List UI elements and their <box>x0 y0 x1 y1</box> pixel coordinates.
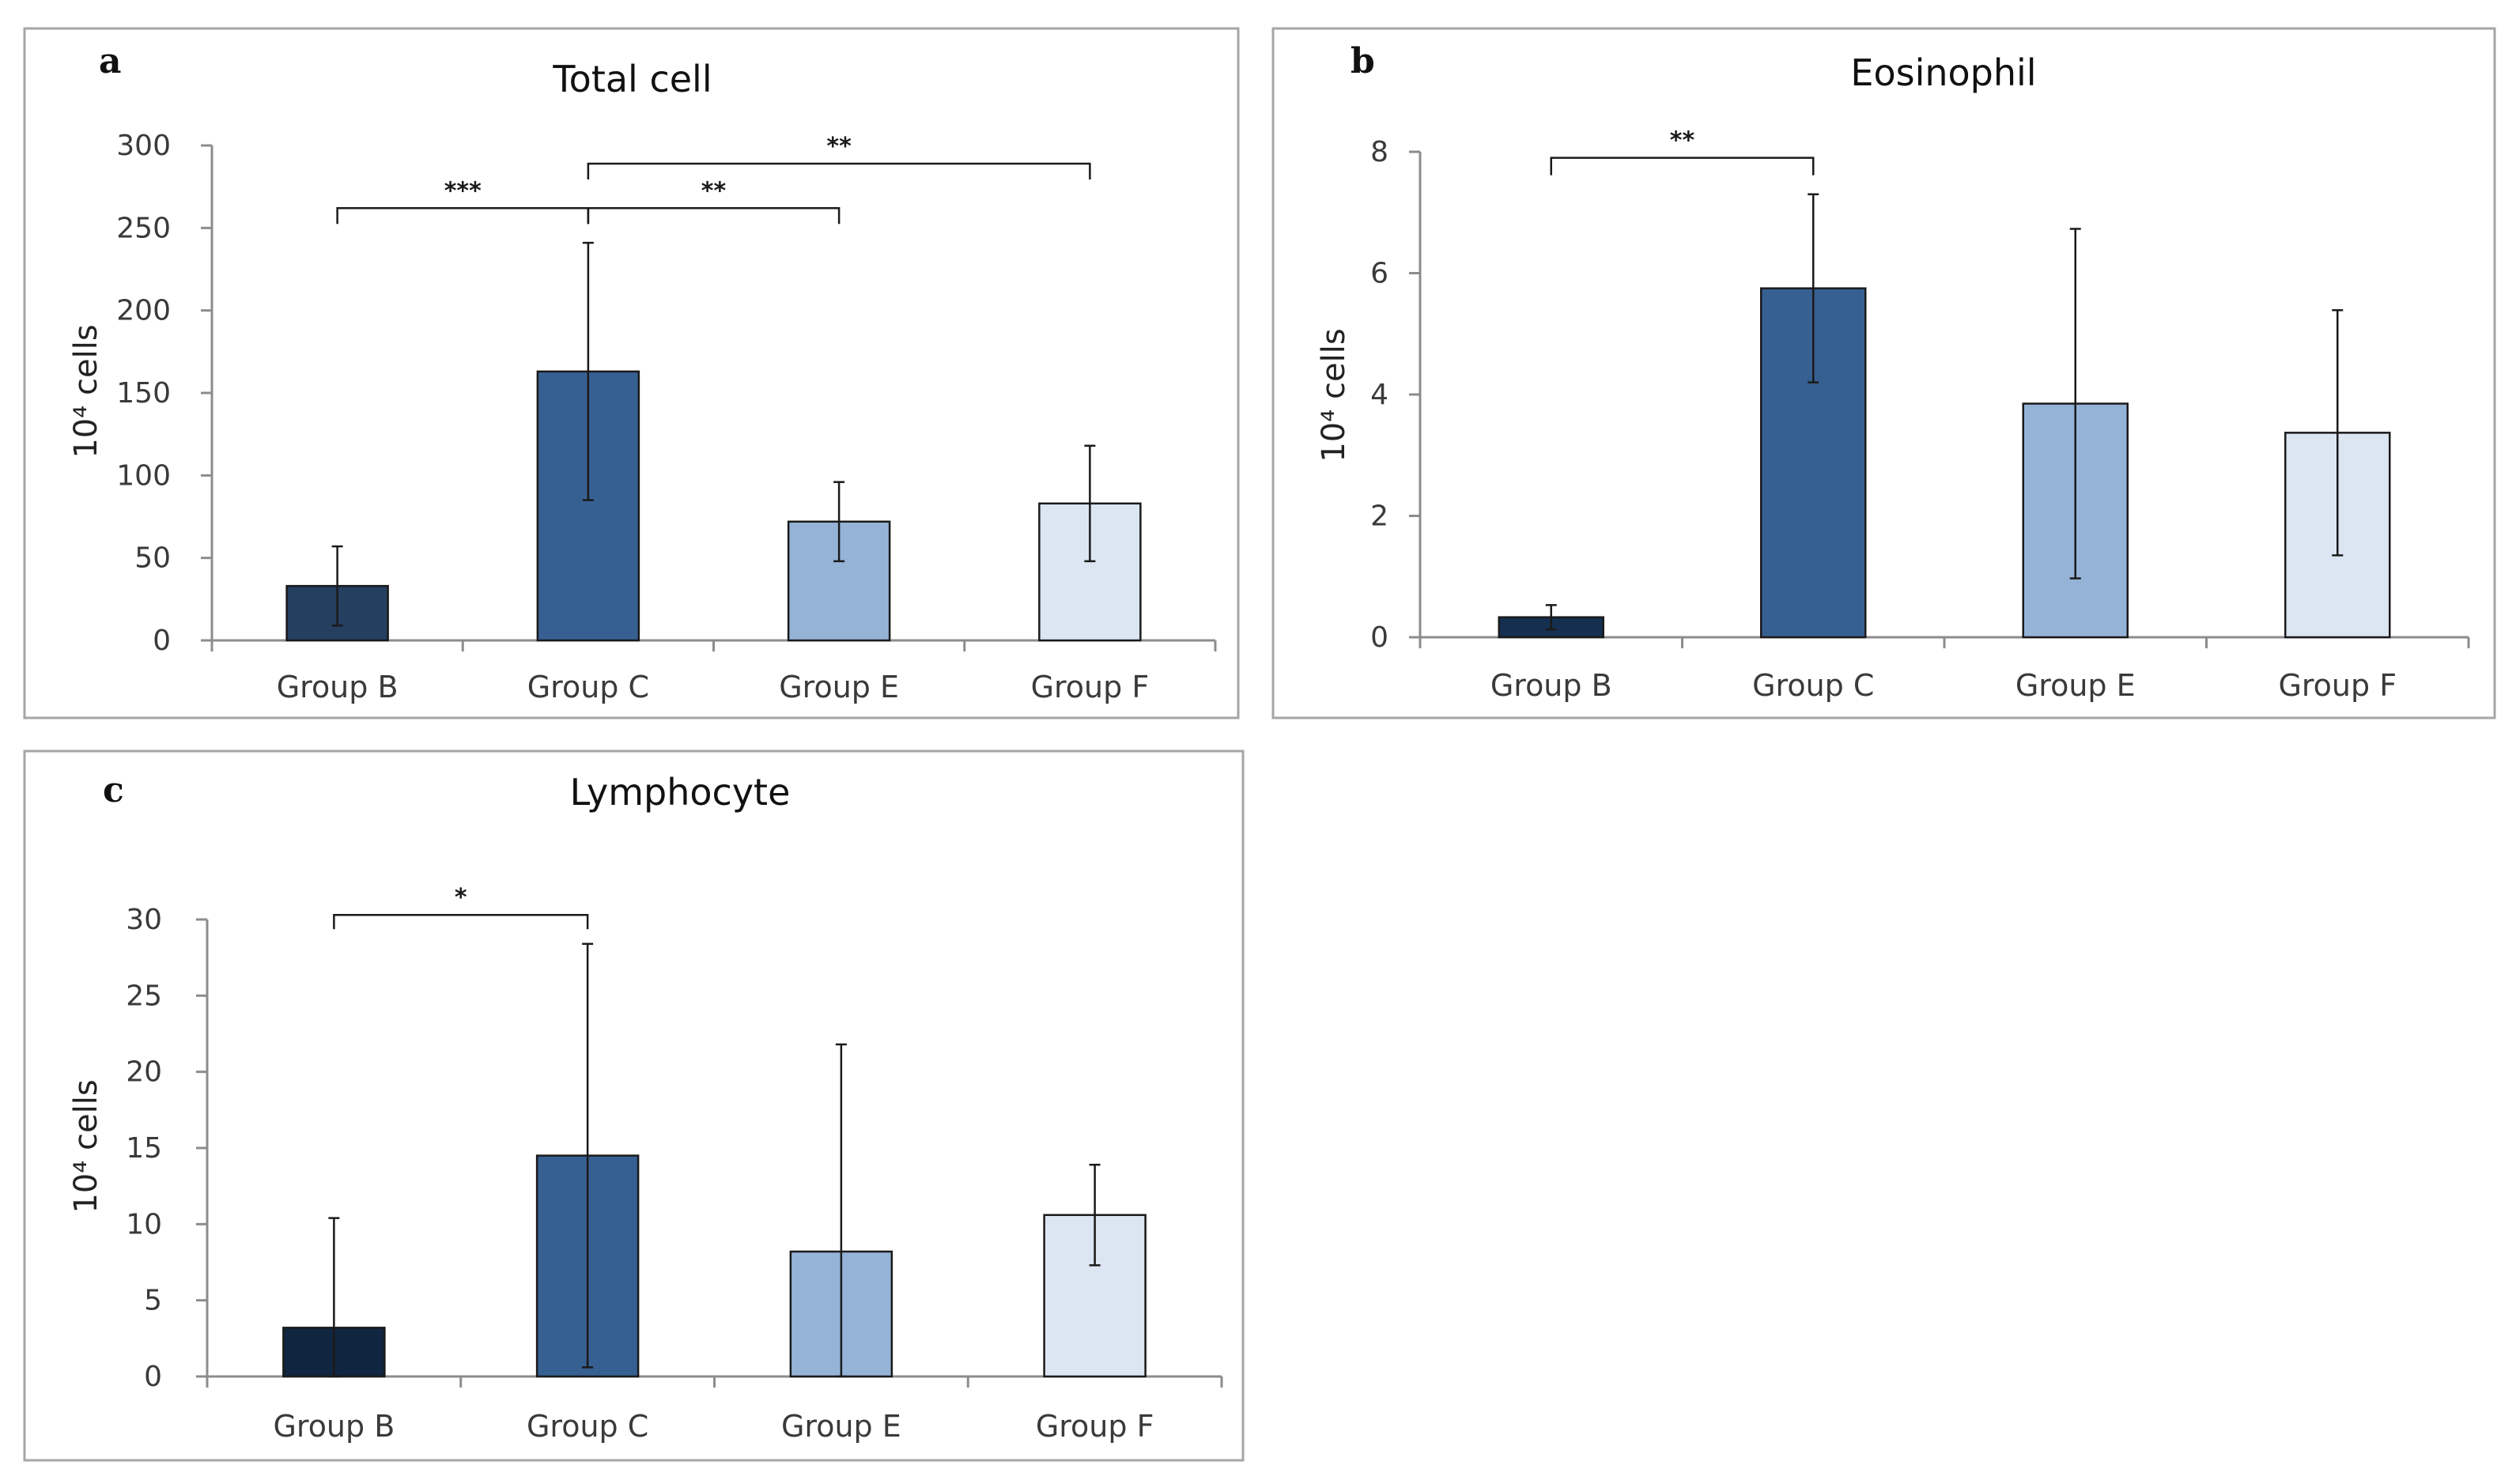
chart-panel-eosinophil: b Eosinophil 10⁴ cells 0 2 4 6 8 Group B Group… <box>1271 27 2496 719</box>
significance-bracket <box>587 207 841 225</box>
x-tick-label: Group C <box>527 1409 648 1444</box>
plot-area: 0 50 100 150 200 250 300 Group B Group C Group E G… <box>116 130 1217 704</box>
chart-panel-total-cell: a Total cell 10⁴ cells 0 50 100 150 200 250 30… <box>23 27 1240 719</box>
x-tick-label: Group F <box>1031 670 1150 704</box>
x-tick-label: Group E <box>781 1409 901 1444</box>
y-tick-label: 200 <box>116 295 171 327</box>
y-tick-label: 0 <box>144 1361 162 1393</box>
y-tick-label: 5 <box>144 1285 162 1317</box>
y-tick-label: 25 <box>126 980 162 1012</box>
significance-bracket <box>1550 157 1815 176</box>
y-tick-label: 6 <box>1370 258 1388 290</box>
x-tick-label: Group E <box>779 670 899 704</box>
y-tick-label: 0 <box>153 625 171 657</box>
significance-bracket <box>333 913 589 930</box>
x-tick-label: Group F <box>1036 1409 1154 1444</box>
x-tick-label: Group B <box>277 670 399 704</box>
x-tick-label: Group B <box>273 1409 395 1444</box>
significance-label: ** <box>701 177 727 205</box>
y-tick-label: 250 <box>116 212 171 244</box>
chart-title: Lymphocyte <box>570 771 791 814</box>
panel-letter: c <box>103 770 124 810</box>
x-tick-label: Group E <box>2015 668 2136 703</box>
x-tick-label: Group F <box>2278 668 2397 703</box>
y-axis-label: 10⁴ cells <box>68 1079 104 1213</box>
y-tick-label: 20 <box>126 1056 162 1089</box>
significance-label: *** <box>444 177 482 205</box>
y-axis-label: 10⁴ cells <box>1316 328 1352 462</box>
y-axis-label: 10⁴ cells <box>68 324 104 458</box>
y-tick-label: 10 <box>126 1208 162 1240</box>
y-tick-label: 2 <box>1370 500 1388 533</box>
y-tick-label: 15 <box>126 1132 162 1165</box>
y-tick-label: 4 <box>1370 379 1388 411</box>
significance-bracket <box>587 162 1091 179</box>
y-tick-label: 8 <box>1370 136 1388 168</box>
x-tick-label: Group C <box>1752 668 1874 703</box>
significance-label: ** <box>826 133 852 160</box>
panel-letter: b <box>1351 41 1375 81</box>
chart-title: Eosinophil <box>1850 51 2036 94</box>
y-tick-label: 30 <box>126 904 162 936</box>
y-tick-label: 0 <box>1370 621 1388 654</box>
y-tick-label: 100 <box>116 459 171 492</box>
plot-area: 0 5 10 15 20 25 30 Group B Group C Group E Group F… <box>126 884 1223 1444</box>
panel-letter: a <box>99 41 122 81</box>
x-tick-label: Group C <box>527 670 649 704</box>
significance-label: * <box>455 884 467 912</box>
chart-panel-lymphocyte: c Lymphocyte 10⁴ cells 0 5 10 15 20 25 30 Group… <box>23 750 1245 1462</box>
x-tick-label: Group B <box>1490 668 1612 703</box>
chart-title: Total cell <box>552 58 712 100</box>
y-tick-label: 150 <box>116 377 171 410</box>
significance-label: ** <box>1670 127 1695 155</box>
y-tick-label: 300 <box>116 130 171 162</box>
plot-area: 0 2 4 6 8 Group B Group C Group E Group F ** <box>1370 127 2470 703</box>
y-tick-label: 50 <box>134 542 171 575</box>
